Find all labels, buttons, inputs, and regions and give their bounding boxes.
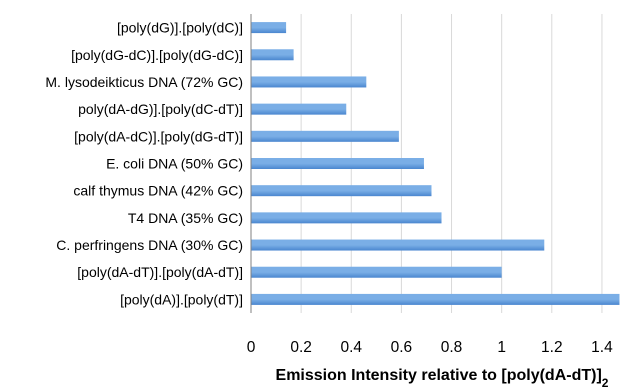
x-tick-labels: 0 0.2 0.4 0.6 0.8 1 1.2 1.4 <box>247 339 613 356</box>
bar <box>251 49 294 61</box>
bar <box>251 239 545 251</box>
category-label: C. perfringens DNA (30% GC) <box>56 237 243 253</box>
x-axis-title: Emission Intensity relative to [poly(dA-… <box>276 367 609 388</box>
x-tick-label: 0.4 <box>340 339 362 356</box>
category-labels: [poly(dG)].[poly(dC)] [poly(dG-dC)].[poly… <box>45 20 243 308</box>
category-label: poly(dA-dG)].[poly(dC-dT)] <box>78 101 243 117</box>
category-label: [poly(dG-dC)].[poly(dG-dC)] <box>71 47 243 63</box>
x-axis-title-main: Emission Intensity relative to [poly(dA-… <box>276 367 602 384</box>
bar <box>251 158 424 169</box>
bar <box>251 22 287 34</box>
x-tick-label: 1 <box>497 339 506 356</box>
x-tick-label: 0.2 <box>290 339 312 356</box>
bar <box>251 266 502 278</box>
x-tick-label: 0 <box>247 339 256 356</box>
x-tick-label: 0.6 <box>391 339 413 356</box>
category-label: calf thymus DNA (42% GC) <box>73 183 243 199</box>
bar <box>251 130 399 142</box>
bar <box>251 103 347 115</box>
bar <box>251 185 432 197</box>
category-label: [poly(dA)].[poly(dT)] <box>120 291 243 307</box>
category-label: T4 DNA (35% GC) <box>128 210 243 226</box>
category-label: [poly(dA-dC)].[poly(dG-dT)] <box>74 128 243 144</box>
bar <box>251 293 620 305</box>
x-axis-title-subscript: 2 <box>602 376 609 388</box>
x-tick-label: 1.4 <box>591 339 613 356</box>
x-tick-label: 0.8 <box>441 339 463 356</box>
x-tick-label: 1.2 <box>541 339 563 356</box>
category-label: [poly(dA-dT)].[poly(dA-dT)] <box>77 264 243 280</box>
category-label: [poly(dG)].[poly(dC)] <box>117 20 243 36</box>
category-label: M. lysodeikticus DNA (72% GC) <box>45 74 243 90</box>
bars <box>251 22 620 305</box>
category-label: E. coli DNA (50% GC) <box>106 156 243 172</box>
bar <box>251 212 442 224</box>
bar <box>251 76 367 88</box>
